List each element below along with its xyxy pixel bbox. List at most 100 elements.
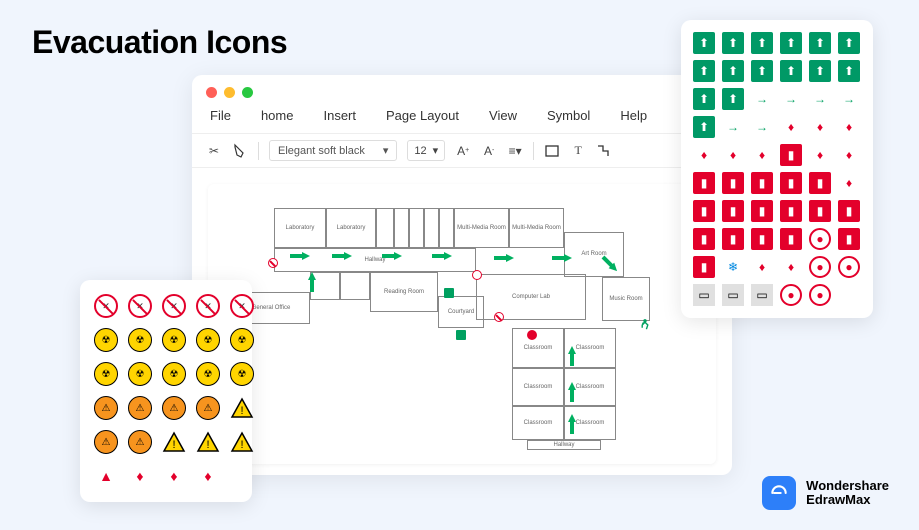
- red-sq-icon[interactable]: ▮: [751, 172, 773, 194]
- red-sq-icon[interactable]: ▮: [693, 172, 715, 194]
- green-plain-icon[interactable]: →: [809, 88, 831, 110]
- green-sq-icon[interactable]: ⬆: [809, 60, 831, 82]
- green-sq-icon[interactable]: ⬆: [722, 60, 744, 82]
- green-sq-icon[interactable]: ⬆: [693, 88, 715, 110]
- red-plain-icon[interactable]: ♦: [809, 116, 831, 138]
- yellow-circ-icon[interactable]: ☢: [230, 362, 254, 386]
- connector-tool-icon[interactable]: [596, 143, 612, 159]
- decrease-font-icon[interactable]: A-: [481, 143, 497, 159]
- prohibit-icon[interactable]: ✕: [162, 294, 186, 318]
- green-sq-icon[interactable]: ⬆: [693, 116, 715, 138]
- menu-insert[interactable]: Insert: [323, 108, 356, 123]
- orange-circ-icon[interactable]: ⚠: [128, 396, 152, 420]
- yellow-circ-icon[interactable]: ☢: [128, 362, 152, 386]
- red-circle-icon[interactable]: ●: [809, 256, 831, 278]
- red-sq-icon[interactable]: ▮: [751, 200, 773, 222]
- prohibit-icon[interactable]: ✕: [230, 294, 254, 318]
- yellow-circ-icon[interactable]: ☢: [128, 328, 152, 352]
- red-sq-icon[interactable]: ▮: [780, 228, 802, 250]
- red-circle-icon[interactable]: ●: [809, 284, 831, 306]
- orange-circ-icon[interactable]: ⚠: [94, 430, 118, 454]
- menu-view[interactable]: View: [489, 108, 517, 123]
- menu-page-layout[interactable]: Page Layout: [386, 108, 459, 123]
- orange-circ-icon[interactable]: ⚠: [94, 396, 118, 420]
- red-sq-icon[interactable]: ▮: [693, 228, 715, 250]
- menu-file[interactable]: File: [210, 108, 231, 123]
- yellow-circ-icon[interactable]: ☢: [162, 362, 186, 386]
- green-plain-icon[interactable]: →: [751, 116, 773, 138]
- green-sq-icon[interactable]: ⬆: [780, 60, 802, 82]
- maximize-dot[interactable]: [242, 87, 253, 98]
- gray-icon[interactable]: ▭: [722, 284, 744, 306]
- increase-font-icon[interactable]: A+: [455, 143, 471, 159]
- red-sq-icon[interactable]: ▮: [780, 144, 802, 166]
- green-sq-icon[interactable]: ⬆: [722, 32, 744, 54]
- red-plain-icon[interactable]: ♦: [751, 144, 773, 166]
- green-sq-icon[interactable]: ⬆: [751, 60, 773, 82]
- red-sq-icon[interactable]: ▮: [838, 228, 860, 250]
- menu-symbol[interactable]: Symbol: [547, 108, 590, 123]
- text-tool-icon[interactable]: T: [570, 143, 586, 159]
- red-plain-icon[interactable]: ♦: [809, 144, 831, 166]
- prohibit-icon[interactable]: ✕: [94, 294, 118, 318]
- yellow-tri-icon[interactable]: !: [230, 396, 254, 420]
- yellow-circ-icon[interactable]: ☢: [162, 328, 186, 352]
- orange-circ-icon[interactable]: ⚠: [128, 430, 152, 454]
- format-painter-icon[interactable]: [232, 143, 248, 159]
- red-plain-icon[interactable]: ♦: [838, 144, 860, 166]
- orange-circ-icon[interactable]: ⚠: [196, 396, 220, 420]
- red-plain-icon[interactable]: ♦: [196, 464, 220, 488]
- green-sq-icon[interactable]: ⬆: [722, 88, 744, 110]
- yellow-circ-icon[interactable]: ☢: [230, 328, 254, 352]
- gray-icon[interactable]: ▭: [693, 284, 715, 306]
- green-plain-icon[interactable]: →: [722, 116, 744, 138]
- red-sq-icon[interactable]: ▮: [838, 200, 860, 222]
- red-plain-icon[interactable]: ♦: [751, 256, 773, 278]
- prohibit-icon[interactable]: ✕: [128, 294, 152, 318]
- red-sq-icon[interactable]: ▮: [751, 228, 773, 250]
- yellow-circ-icon[interactable]: ☢: [196, 328, 220, 352]
- prohibit-icon[interactable]: ✕: [196, 294, 220, 318]
- red-sq-icon[interactable]: ▮: [693, 200, 715, 222]
- red-sq-icon[interactable]: ▮: [809, 172, 831, 194]
- green-plain-icon[interactable]: →: [838, 88, 860, 110]
- rectangle-tool-icon[interactable]: [544, 143, 560, 159]
- gray-icon[interactable]: ▭: [751, 284, 773, 306]
- red-plain-icon[interactable]: ♦: [693, 144, 715, 166]
- orange-circ-icon[interactable]: ⚠: [162, 396, 186, 420]
- red-tri-icon[interactable]: ▲: [94, 464, 118, 488]
- red-plain-icon[interactable]: ♦: [128, 464, 152, 488]
- red-sq-icon[interactable]: ▮: [809, 200, 831, 222]
- red-plain-icon[interactable]: ♦: [780, 116, 802, 138]
- close-dot[interactable]: [206, 87, 217, 98]
- yellow-tri-icon[interactable]: !: [196, 430, 220, 454]
- yellow-circ-icon[interactable]: ☢: [94, 362, 118, 386]
- red-circle-icon[interactable]: ●: [838, 256, 860, 278]
- red-sq-icon[interactable]: ▮: [722, 200, 744, 222]
- red-plain-icon[interactable]: ♦: [722, 144, 744, 166]
- menu-help[interactable]: Help: [620, 108, 647, 123]
- minimize-dot[interactable]: [224, 87, 235, 98]
- green-sq-icon[interactable]: ⬆: [838, 32, 860, 54]
- green-sq-icon[interactable]: ⬆: [809, 32, 831, 54]
- blue-icon[interactable]: ❄: [722, 256, 744, 278]
- green-sq-icon[interactable]: ⬆: [693, 60, 715, 82]
- yellow-circ-icon[interactable]: ☢: [94, 328, 118, 352]
- red-circle-icon[interactable]: ●: [809, 228, 831, 250]
- red-plain-icon[interactable]: ♦: [780, 256, 802, 278]
- canvas[interactable]: LaboratoryLaboratoryMulti-Media RoomMult…: [208, 184, 716, 464]
- red-circle-icon[interactable]: ●: [780, 284, 802, 306]
- red-plain-icon[interactable]: ♦: [162, 464, 186, 488]
- red-plain-icon[interactable]: ♦: [838, 172, 860, 194]
- green-plain-icon[interactable]: →: [780, 88, 802, 110]
- yellow-tri-icon[interactable]: !: [230, 430, 254, 454]
- red-plain-icon[interactable]: ♦: [838, 116, 860, 138]
- green-sq-icon[interactable]: ⬆: [751, 32, 773, 54]
- green-sq-icon[interactable]: ⬆: [780, 32, 802, 54]
- yellow-circ-icon[interactable]: ☢: [196, 362, 220, 386]
- cut-icon[interactable]: ✂: [206, 143, 222, 159]
- green-plain-icon[interactable]: →: [751, 88, 773, 110]
- align-icon[interactable]: ≡▾: [507, 143, 523, 159]
- red-sq-icon[interactable]: ▮: [693, 256, 715, 278]
- red-sq-icon[interactable]: ▮: [780, 200, 802, 222]
